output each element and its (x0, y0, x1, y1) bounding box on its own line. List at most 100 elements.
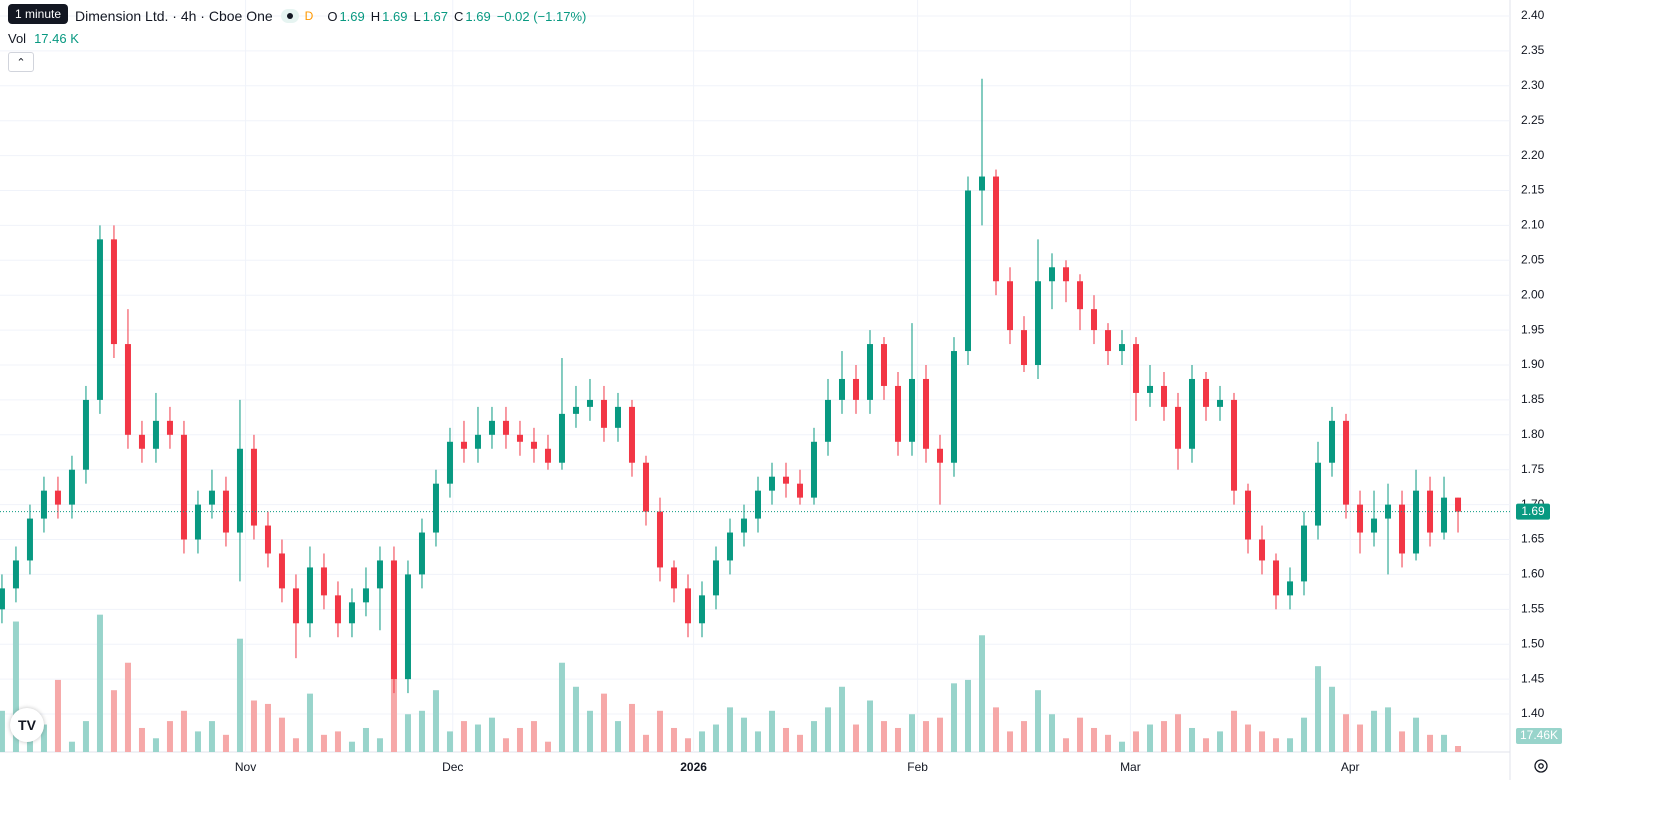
candle-body (1063, 267, 1070, 282)
candle-body (12, 560, 19, 589)
y-tick-label: 2.20 (1521, 148, 1545, 162)
candle-body (1049, 267, 1056, 282)
volume-bar (642, 734, 649, 752)
candle-body (950, 351, 957, 463)
candle-body (992, 176, 999, 282)
volume-bar (768, 710, 775, 752)
candle-body (418, 532, 425, 575)
candle-body (740, 518, 747, 533)
candle-body (474, 434, 481, 449)
volume-bar (754, 731, 761, 752)
last-price-label: 1.69 (1521, 504, 1545, 518)
volume-bar (992, 707, 999, 752)
volume-bar (222, 734, 229, 752)
volume-bar (572, 686, 579, 752)
volume-bar (1231, 710, 1238, 752)
candle-body (82, 399, 89, 470)
volume-bar (404, 714, 411, 752)
h-label: H (370, 8, 381, 24)
candle-body (1021, 330, 1028, 366)
y-tick-label: 1.80 (1521, 427, 1545, 441)
candle-body (586, 399, 593, 407)
volume-bar (782, 727, 789, 752)
y-tick-label: 1.95 (1521, 322, 1545, 336)
volume-bar (1077, 717, 1084, 752)
volume-bar (1063, 738, 1070, 752)
volume-bar (1245, 724, 1252, 752)
candle-body (26, 518, 33, 561)
y-tick-label: 2.05 (1521, 252, 1545, 266)
volume-bar (488, 717, 495, 752)
volume-bar (1315, 666, 1322, 752)
volume-bar (54, 679, 61, 752)
volume-bar (292, 738, 299, 752)
volume-bar (1413, 717, 1420, 752)
collapse-button[interactable]: ⌃ (8, 52, 34, 72)
candle-body (40, 490, 47, 519)
candle-body (922, 378, 929, 449)
volume-bar (908, 714, 915, 752)
volume-bar (852, 724, 859, 752)
symbol-title[interactable]: Dimension Ltd. · 4h · Cboe One (75, 8, 273, 24)
status-dot (286, 13, 293, 19)
y-tick-label: 1.90 (1521, 357, 1545, 371)
candle-body (320, 567, 327, 596)
y-tick-label: 1.75 (1521, 462, 1545, 476)
candle-body (110, 239, 117, 345)
y-tick-label: 2.35 (1521, 43, 1545, 57)
settings-icon[interactable] (1534, 759, 1548, 773)
interval-badge[interactable]: D (304, 9, 314, 23)
y-tick-label: 2.15 (1521, 183, 1545, 197)
volume-bar (684, 738, 691, 752)
candle-body (530, 441, 537, 449)
candle-body (712, 560, 719, 596)
settings-hub[interactable] (1538, 763, 1544, 769)
volume-bar (880, 721, 887, 752)
candle-body (334, 595, 341, 624)
volume-bar (796, 734, 803, 752)
volume-bar (950, 683, 957, 752)
y-tick-label: 1.55 (1521, 601, 1545, 615)
volume-bar (1175, 714, 1182, 752)
volume-bar (978, 635, 985, 752)
candle-body (698, 595, 705, 624)
candle-body (894, 385, 901, 442)
candle-body (558, 413, 565, 463)
l-label: L (413, 8, 421, 24)
volume-bar (1357, 724, 1364, 752)
candle-body (1329, 420, 1336, 463)
l-value: 1.67 (422, 8, 449, 24)
candle-body (68, 469, 75, 505)
volume-bar (936, 717, 943, 752)
candle-body (1077, 281, 1084, 310)
candle-body (306, 567, 313, 624)
volume-bar (1021, 721, 1028, 752)
volume-bar (1119, 741, 1126, 752)
candle-body (1287, 581, 1294, 596)
volume-bar (922, 721, 929, 752)
candle-body (824, 399, 831, 442)
settings-gear[interactable] (1534, 759, 1548, 773)
candle-body (264, 525, 271, 554)
x-tick-label: Apr (1341, 760, 1360, 774)
market-status[interactable] (280, 9, 299, 23)
vol-label: Vol (8, 30, 27, 46)
volume-bar (1399, 731, 1406, 752)
x-tick-label: Mar (1120, 760, 1141, 774)
candle-body (208, 490, 215, 505)
volume-bar (0, 710, 5, 752)
candle-body (1035, 281, 1042, 366)
candle-body (1091, 309, 1098, 331)
candle-body (236, 448, 243, 533)
y-tick-label: 1.45 (1521, 671, 1545, 685)
volume-bar (1301, 717, 1308, 752)
candle-body (852, 378, 859, 400)
candle-body (1217, 399, 1224, 407)
y-tick-label: 2.25 (1521, 113, 1545, 127)
candle-body (572, 406, 579, 414)
candle-body (978, 176, 985, 191)
volume-bar (264, 703, 271, 752)
candle-body (838, 378, 845, 400)
volume-bar (1217, 731, 1224, 752)
tv-logo[interactable]: TV (10, 708, 44, 742)
